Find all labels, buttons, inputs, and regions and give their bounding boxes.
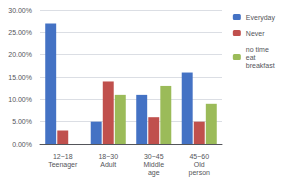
svg-text:Teenager: Teenager — [48, 161, 78, 169]
svg-text:Middle: Middle — [143, 161, 164, 168]
svg-text:10.00%: 10.00% — [8, 96, 32, 103]
svg-text:Adult: Adult — [100, 161, 116, 168]
svg-text:45~60: 45~60 — [189, 153, 209, 160]
svg-text:breakfast: breakfast — [246, 62, 275, 69]
svg-text:30~45: 30~45 — [144, 153, 164, 160]
svg-text:no time: no time — [246, 46, 269, 53]
svg-text:age: age — [148, 169, 160, 177]
svg-text:eat: eat — [246, 54, 256, 61]
svg-text:Everyday: Everyday — [246, 14, 276, 22]
svg-text:12~18: 12~18 — [53, 153, 73, 160]
svg-text:30.00%: 30.00% — [8, 7, 32, 14]
svg-text:20.00%: 20.00% — [8, 51, 32, 58]
svg-text:18~30: 18~30 — [98, 153, 118, 160]
svg-text:person: person — [189, 169, 211, 177]
svg-text:25.00%: 25.00% — [8, 29, 32, 36]
svg-text:Never: Never — [246, 30, 265, 37]
svg-text:15.00%: 15.00% — [8, 74, 32, 81]
svg-text:5.00%: 5.00% — [12, 118, 32, 125]
svg-text:Old: Old — [194, 161, 205, 168]
svg-text:0.00%: 0.00% — [12, 141, 32, 148]
